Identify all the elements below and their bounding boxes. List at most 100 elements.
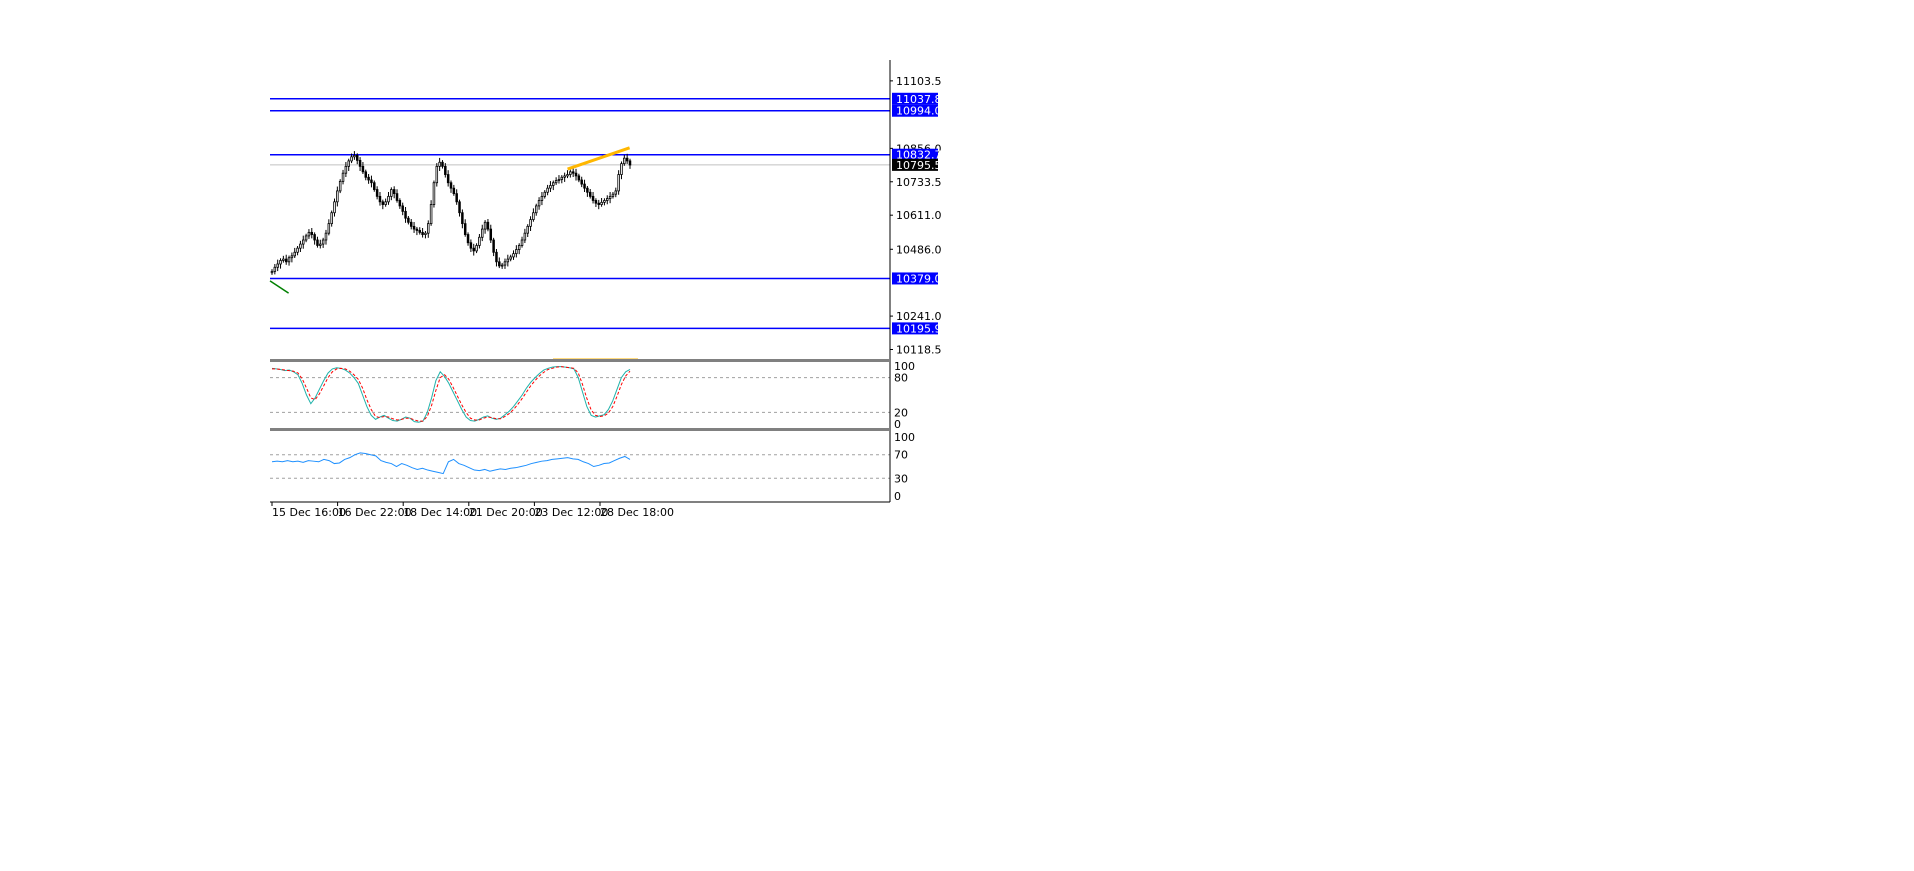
candle-body — [302, 239, 305, 245]
candle-body — [401, 205, 404, 212]
candle-body — [529, 219, 532, 227]
candle-body — [407, 217, 410, 223]
candle-body — [409, 221, 413, 227]
candle-body — [304, 235, 308, 241]
candle-body — [398, 200, 402, 207]
candle-body — [500, 264, 504, 267]
rsi-tick-label: 0 — [894, 490, 901, 503]
candle-body — [608, 195, 612, 199]
candle-body — [574, 172, 578, 177]
candle-body — [591, 195, 595, 201]
candle-body — [381, 201, 385, 205]
current-price-label: 10795.5 — [896, 159, 942, 172]
candle-body — [540, 195, 544, 201]
candle-body — [316, 239, 319, 246]
candle-body — [435, 165, 439, 184]
chart-axes: 11103.510856.010733.510611.010486.010241… — [270, 60, 942, 519]
candle-body — [611, 193, 615, 197]
candle-body — [361, 165, 365, 173]
candle-body — [512, 253, 515, 258]
candle-body — [606, 198, 609, 201]
rsi-tick-label: 70 — [894, 449, 908, 462]
candle-body — [557, 179, 561, 181]
price-tick-label: 10241.0 — [896, 310, 942, 323]
candle-body — [492, 239, 495, 253]
candle-body — [313, 234, 316, 241]
time-tick-label: 28 Dec 18:00 — [600, 506, 674, 519]
candle-body — [327, 223, 331, 234]
candle-body — [290, 255, 294, 259]
price-tick-label: 10733.5 — [896, 176, 942, 189]
candle-body — [475, 245, 478, 252]
candle-body — [446, 174, 450, 184]
candle-body — [498, 261, 501, 267]
time-tick-label: 23 Dec 12:00 — [534, 506, 608, 519]
candle-body — [279, 260, 282, 265]
candle-body — [617, 174, 620, 192]
candle-body — [424, 232, 427, 235]
current-price-tag — [892, 158, 938, 171]
level-price-label: 11037.8 — [896, 93, 942, 106]
candle-body — [358, 159, 362, 167]
candle-body — [552, 182, 555, 186]
candle-body — [571, 171, 575, 174]
candle-body — [569, 171, 572, 175]
candle-body — [364, 171, 368, 178]
candle-body — [330, 212, 333, 225]
candle-body — [373, 182, 376, 190]
candle-body — [588, 191, 592, 197]
candle-body — [543, 191, 547, 197]
candle-body — [523, 232, 527, 241]
candle-body — [324, 232, 328, 241]
candle-body — [282, 258, 285, 261]
level-price-tag — [892, 148, 938, 161]
candle-body — [515, 249, 518, 255]
level-price-label: 10379.0 — [896, 272, 942, 285]
candle-body — [427, 223, 430, 234]
candle-body — [560, 176, 564, 180]
candle-body — [444, 165, 447, 175]
candle-body — [336, 190, 339, 203]
candle-body — [455, 193, 458, 203]
rsi-line — [271, 452, 631, 475]
stochastic-tick-label: 0 — [894, 418, 901, 431]
trendline — [269, 280, 290, 294]
candle-body — [353, 155, 356, 158]
candle-body — [404, 210, 407, 219]
panel-separator — [270, 359, 890, 362]
level-price-label: 10195.9 — [896, 322, 942, 335]
candle-body — [441, 161, 444, 167]
candle-body — [580, 179, 583, 185]
candle-body — [296, 247, 299, 253]
candle-body — [495, 251, 498, 263]
candle-body — [466, 234, 470, 244]
price-panel — [269, 98, 890, 330]
price-tick-label: 11103.5 — [896, 75, 942, 88]
stochastic-tick-label: 100 — [894, 360, 915, 373]
level-price-tag — [892, 104, 938, 117]
candle-body — [481, 228, 484, 238]
time-tick-label: 21 Dec 20:00 — [469, 506, 543, 519]
candle-body — [350, 156, 353, 162]
candle-body — [412, 225, 416, 230]
candle-body — [338, 180, 342, 192]
candle-body — [520, 239, 524, 246]
candle-body — [395, 193, 399, 201]
time-tick-label: 16 Dec 22:00 — [338, 506, 412, 519]
candle-body — [438, 161, 441, 167]
candle-body — [577, 175, 581, 181]
candle-body — [469, 242, 473, 249]
candle-body — [299, 243, 302, 249]
price-tick-label: 10611.0 — [896, 209, 942, 222]
candle-body — [486, 221, 490, 230]
candle-body — [367, 176, 370, 181]
candle-body — [344, 165, 348, 174]
rsi-panel — [270, 452, 890, 479]
candle-body — [310, 231, 314, 235]
candle-body — [537, 200, 541, 207]
panel-separator — [270, 428, 890, 431]
level-price-tag — [892, 92, 938, 105]
candle-body — [319, 243, 322, 246]
candle-body — [384, 201, 387, 205]
level-price-label: 10994.0 — [896, 105, 942, 118]
